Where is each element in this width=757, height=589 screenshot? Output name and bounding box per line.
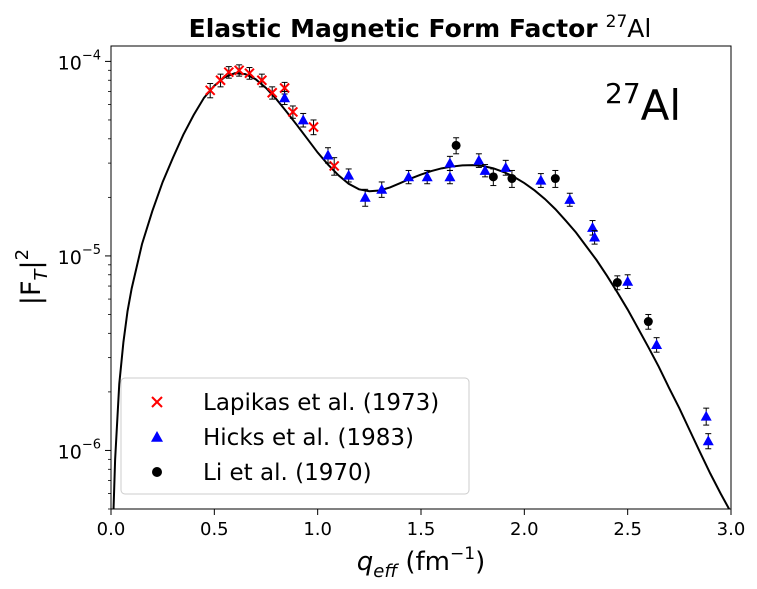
data-point: [622, 274, 634, 290]
data-point: [500, 159, 512, 176]
annotation-mass-number: 27: [605, 77, 641, 110]
data-point: [651, 337, 663, 353]
data-point: [473, 153, 485, 168]
data-point: [266, 86, 278, 100]
data-point: [587, 220, 599, 236]
nucleus-annotation: 27Al: [605, 77, 681, 130]
x-tick-label: 0.5: [200, 519, 229, 540]
data-point: [244, 67, 255, 80]
legend-item: Hicks et al. (1983): [151, 425, 414, 451]
series-o: [451, 137, 653, 330]
data-point: [488, 168, 498, 187]
y-tick-label: 10−6: [58, 437, 101, 463]
series-x: [204, 64, 340, 176]
data-point: [359, 188, 371, 207]
data-point: [700, 407, 712, 426]
x-tick-label: 0.0: [97, 519, 126, 540]
data-point: [550, 169, 560, 188]
data-point: [589, 230, 601, 245]
data-point: [279, 91, 291, 106]
data-point: [223, 66, 235, 79]
data-point: [308, 119, 319, 136]
data-point: [535, 173, 547, 188]
data-point: [322, 147, 334, 164]
x-tick-label: 1.5: [407, 519, 436, 540]
title-mass-number: 27: [606, 12, 628, 32]
data-point: [612, 275, 622, 291]
x-tick-label: 2.0: [510, 519, 539, 540]
data-points-group: [204, 64, 714, 450]
data-point: [376, 181, 388, 198]
data-point: [451, 137, 461, 155]
axis-ticks: 0.0 0.5 1.0 1.5 2.0 2.5 3.0 10−4 10−5 10−6: [58, 48, 746, 540]
chart-title: Elastic Magnetic Form Factor 27Al: [189, 12, 652, 43]
data-point: [287, 105, 299, 119]
y-axis-label: |FT|2: [12, 249, 52, 305]
data-point: [507, 169, 517, 188]
legend-label: Li et al. (1970): [203, 460, 372, 486]
legend-label: Lapikas et al. (1973): [203, 390, 439, 416]
y-tick-label: 10−5: [58, 243, 101, 269]
data-point: [343, 168, 355, 183]
x-tick-label: 1.0: [303, 519, 332, 540]
legend: Lapikas et al. (1973) Hicks et al. (1983)…: [120, 377, 470, 495]
data-point: [256, 73, 268, 88]
data-point: [403, 169, 415, 185]
data-point: [564, 192, 576, 207]
data-point: [233, 64, 245, 77]
data-point: [643, 313, 653, 330]
series-^: [279, 91, 714, 450]
legend-frame: [120, 377, 470, 495]
data-point: [204, 82, 216, 99]
data-point: [479, 164, 491, 178]
x-axis-label: qeff (fm−1): [357, 544, 485, 582]
data-point: [444, 169, 456, 185]
x-tick-label: 2.5: [613, 519, 642, 540]
annotation-element: Al: [641, 81, 681, 130]
title-element: Al: [627, 14, 651, 43]
legend-label: Hicks et al. (1983): [203, 425, 414, 451]
x-tick-label: 3.0: [717, 519, 746, 540]
legend-item: Lapikas et al. (1973): [151, 390, 439, 416]
legend-item: Li et al. (1970): [152, 460, 372, 486]
data-point: [215, 73, 226, 88]
data-point: [702, 433, 714, 450]
data-point: [297, 112, 309, 128]
data-point: [421, 169, 433, 185]
y-tick-label: 10−4: [58, 48, 101, 74]
